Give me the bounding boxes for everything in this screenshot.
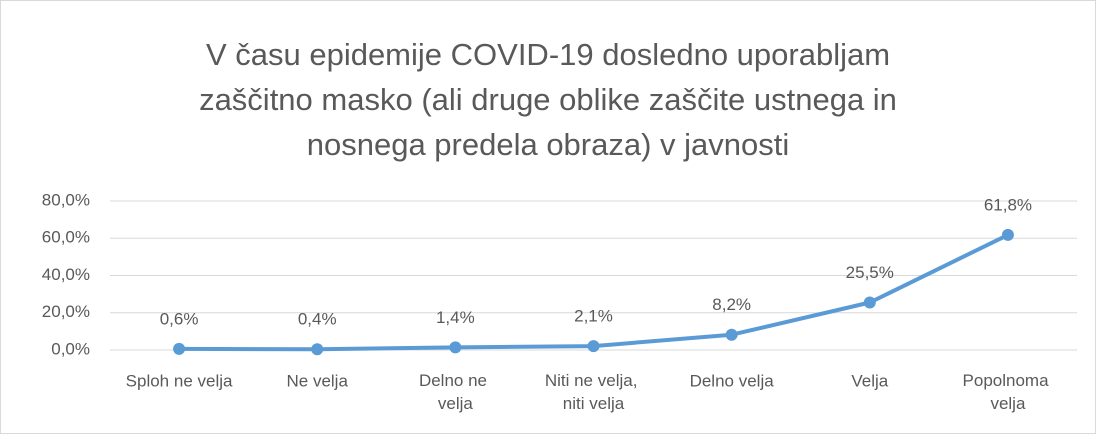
data-label: 0,6% bbox=[160, 309, 199, 328]
data-label: 8,2% bbox=[712, 295, 751, 314]
y-tick-label: 0,0% bbox=[51, 339, 90, 358]
data-label: 61,8% bbox=[984, 195, 1032, 214]
data-label: 2,1% bbox=[574, 307, 613, 326]
data-point bbox=[863, 296, 876, 309]
data-point bbox=[449, 341, 462, 354]
x-tick-label: Niti ne velja, niti velja bbox=[545, 371, 642, 413]
data-point bbox=[1001, 228, 1014, 241]
y-tick-label: 20,0% bbox=[42, 302, 90, 321]
x-tick-label: Delno ne velja bbox=[419, 371, 492, 413]
chart-title: nosnega predela obraza) v javnosti bbox=[307, 127, 790, 162]
chart-title: V času epidemije COVID-19 dosledno upora… bbox=[206, 37, 890, 72]
data-point bbox=[311, 343, 324, 356]
y-tick-label: 80,0% bbox=[42, 190, 90, 209]
data-point bbox=[173, 342, 186, 355]
x-tick-label: Sploh ne velja bbox=[126, 371, 233, 390]
data-point bbox=[725, 328, 738, 341]
y-tick-label: 40,0% bbox=[42, 265, 90, 284]
x-tick-label: Velja bbox=[851, 371, 888, 390]
x-tick-label: Ne velja bbox=[287, 371, 349, 390]
x-tick-label: Popolnoma velja bbox=[963, 371, 1054, 413]
x-tick-label: Delno velja bbox=[690, 371, 775, 390]
y-tick-label: 60,0% bbox=[42, 228, 90, 247]
data-point bbox=[587, 340, 600, 353]
data-label: 0,4% bbox=[298, 310, 337, 329]
chart-title: zaščitno masko (ali druge oblike zaščite… bbox=[199, 82, 897, 117]
data-label: 25,5% bbox=[846, 263, 894, 282]
data-label: 1,4% bbox=[436, 308, 475, 327]
